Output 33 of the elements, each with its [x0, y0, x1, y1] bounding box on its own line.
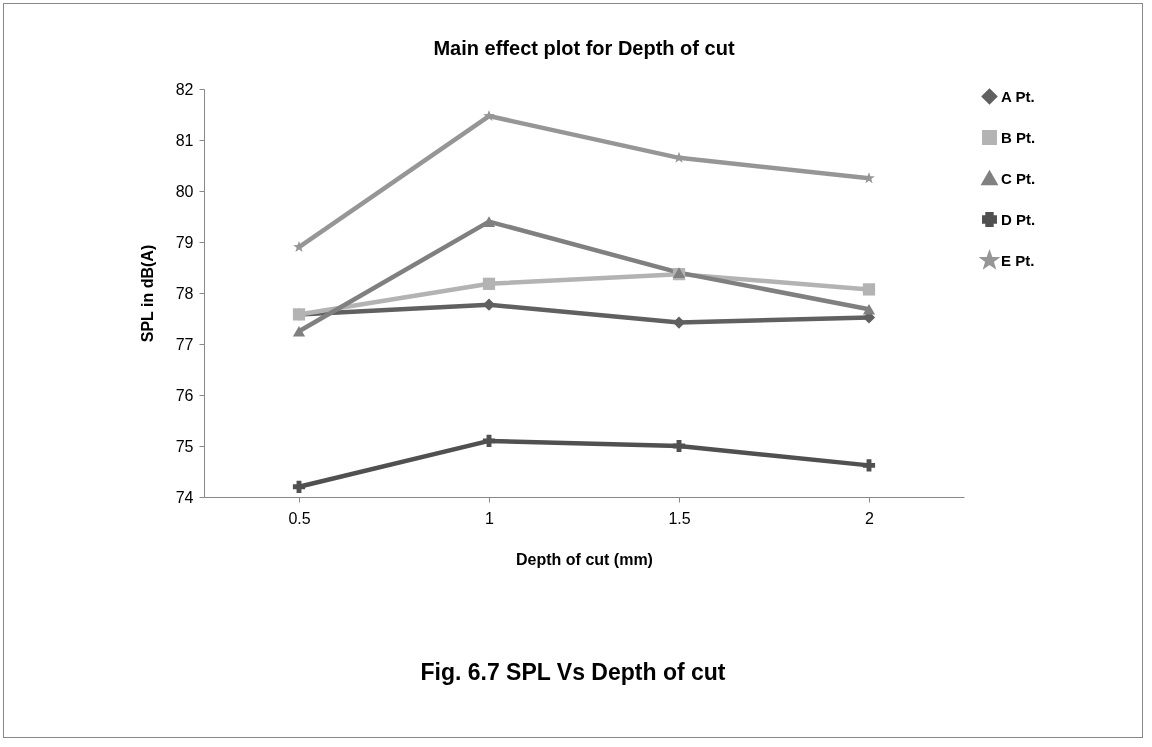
- y-tick-label: 77: [175, 335, 194, 353]
- y-tick-label: 76: [175, 386, 194, 404]
- y-tick-label: 79: [175, 233, 194, 251]
- legend-label: D Pt.: [1001, 210, 1036, 228]
- point: [292, 480, 306, 493]
- x-tick-label: 1: [485, 509, 495, 527]
- point: [862, 304, 876, 315]
- y-tick-label: 80: [175, 182, 194, 200]
- point: [483, 109, 495, 121]
- y-tick-label: 78: [175, 284, 194, 302]
- x-tick-label: 2: [865, 509, 875, 527]
- chart-title: Main effect plot for Depth of cut: [433, 37, 735, 59]
- y-tick-label: 74: [175, 488, 194, 506]
- point: [292, 325, 306, 337]
- x-tick-label: 0.5: [288, 509, 311, 527]
- y-tick-label: 82: [175, 80, 194, 98]
- point: [482, 298, 496, 311]
- x-axis-title: Depth of cut (mm): [516, 550, 653, 568]
- point: [482, 434, 496, 448]
- point: [482, 277, 496, 290]
- caption: Fig. 6.7 SPL Vs Depth of cut: [419, 659, 727, 686]
- legend-label: A Pt.: [1001, 87, 1035, 105]
- y-axis-title: SPL in dB(A): [138, 244, 156, 343]
- y-tick-label: 75: [175, 437, 194, 455]
- point: [862, 283, 876, 296]
- legend-label: C Pt.: [1001, 169, 1036, 187]
- y-tick-label: 81: [175, 131, 194, 149]
- legend-label: E Pt.: [1001, 251, 1035, 269]
- point: [482, 216, 496, 227]
- legend-label: B Pt.: [1001, 128, 1036, 146]
- x-tick-label: 1.5: [668, 509, 691, 527]
- point: [862, 459, 876, 472]
- point: [672, 316, 686, 329]
